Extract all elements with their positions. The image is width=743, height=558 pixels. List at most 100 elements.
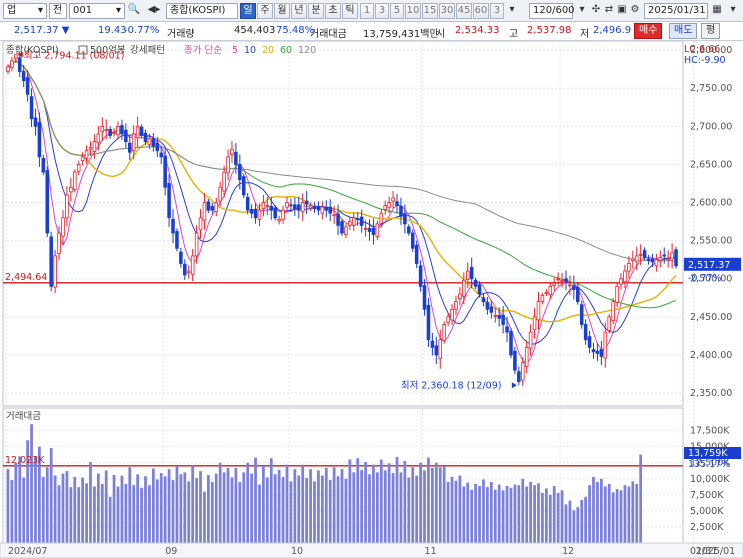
buy-button[interactable]: 매수 xyxy=(634,23,663,39)
interval-3-button[interactable]: 3 xyxy=(375,3,389,19)
candle-body xyxy=(599,349,604,357)
candle-body xyxy=(524,346,529,367)
period-minute-button[interactable]: 분 xyxy=(308,3,324,19)
candle xyxy=(179,247,183,268)
interval-45-button[interactable]: 45 xyxy=(456,3,472,19)
crosshair-icon[interactable]: ✣ xyxy=(591,4,601,15)
candle-body xyxy=(387,202,391,208)
volume-bar xyxy=(486,487,489,543)
volume-bar xyxy=(277,469,281,543)
candle xyxy=(293,197,297,216)
candle xyxy=(489,300,494,319)
volume-bar xyxy=(474,483,477,543)
stock-chart[interactable]: 2,800.00 2,750.00 2,700.00 2,650.00 2,600.00… xyxy=(0,41,743,558)
market-select[interactable]: 전 xyxy=(49,3,67,19)
candle-body xyxy=(202,202,207,221)
candle xyxy=(76,160,81,175)
period-year-button[interactable]: 년 xyxy=(291,3,307,19)
link-icon[interactable]: ⇄ xyxy=(604,4,614,15)
candle xyxy=(84,145,89,164)
candle xyxy=(414,240,419,269)
min-arrow-icon xyxy=(511,382,517,389)
volume-bar xyxy=(34,456,37,543)
prev-next-icon[interactable]: ◀▸ xyxy=(147,4,161,15)
candle xyxy=(316,201,321,216)
period-week-button[interactable]: 주 xyxy=(257,3,273,19)
candle-body xyxy=(528,331,533,349)
interval-5-button[interactable]: 5 xyxy=(390,3,404,19)
candle-body xyxy=(493,314,498,317)
candle xyxy=(155,136,160,158)
down-arrow-icon: ▼ xyxy=(61,25,70,36)
candle-body xyxy=(363,228,368,230)
volume-bar xyxy=(124,483,128,543)
volume-bar xyxy=(214,473,218,543)
volume-bar xyxy=(372,464,375,543)
candle xyxy=(418,260,423,292)
candle xyxy=(206,199,211,213)
period-second-button[interactable]: 초 xyxy=(325,3,341,19)
period-month-button[interactable]: 월 xyxy=(274,3,290,19)
volume-bar xyxy=(564,504,568,543)
interval-1-button[interactable]: 1 xyxy=(360,3,374,19)
candle xyxy=(403,204,407,234)
candle-body xyxy=(666,258,670,261)
sell-button[interactable]: 매도 xyxy=(669,23,698,39)
volume-bar xyxy=(140,487,143,543)
volume-bar xyxy=(541,492,544,543)
date-field[interactable]: 2025/01/31 xyxy=(644,3,708,19)
candle-body xyxy=(446,316,450,323)
eval-button[interactable]: 평 xyxy=(701,23,721,39)
candle-body xyxy=(147,138,152,146)
volume-bar xyxy=(489,482,493,543)
count-field[interactable]: 120/600 xyxy=(529,3,575,19)
interval-60-button[interactable]: 60 xyxy=(473,3,489,19)
dropdown-icon[interactable]: ▾ xyxy=(730,4,736,15)
chevron-down-icon[interactable]: ▾ xyxy=(509,4,515,15)
volume-bar xyxy=(104,470,108,543)
volume-bar xyxy=(375,472,379,543)
candle xyxy=(198,209,203,239)
period-day-button[interactable]: 일 xyxy=(240,3,256,19)
candle xyxy=(359,209,364,233)
volume-bar xyxy=(289,481,293,543)
candle xyxy=(245,193,250,215)
code-input[interactable]: 001 ▾ xyxy=(69,3,125,19)
volume-bar xyxy=(478,485,481,543)
candle-body xyxy=(458,293,462,299)
code-type-value: 업 xyxy=(7,5,17,16)
candle-body xyxy=(120,125,124,135)
interval-custom-button[interactable]: 3 xyxy=(490,3,504,19)
volume-bar xyxy=(246,462,250,543)
period-tick-button[interactable]: 틱 xyxy=(342,3,358,19)
ma-line-10 xyxy=(7,60,677,345)
calendar-icon[interactable]: ▦ xyxy=(712,4,722,15)
volume-bar xyxy=(183,472,187,543)
settings-icon[interactable]: ⚙ xyxy=(630,4,640,15)
volume-bar xyxy=(250,473,253,543)
volume-bar xyxy=(112,474,116,543)
volume-bar xyxy=(344,478,348,543)
candle-body xyxy=(155,142,160,152)
candle xyxy=(465,262,470,289)
volume-bar xyxy=(230,477,234,543)
volume-bar xyxy=(6,469,10,543)
chevron-down-icon[interactable]: ▾ xyxy=(579,4,585,15)
volume-bar xyxy=(383,470,387,543)
interval-10-button[interactable]: 10 xyxy=(405,3,421,19)
search-icon[interactable]: 🔍 xyxy=(127,4,141,15)
interval-15-button[interactable]: 15 xyxy=(422,3,438,19)
candle xyxy=(623,264,627,289)
save-icon[interactable]: ▣ xyxy=(617,4,627,15)
candle-body xyxy=(650,258,655,263)
candle xyxy=(238,154,242,190)
hc-label: HC:-9.90 xyxy=(684,55,726,66)
candle xyxy=(493,308,498,323)
candle-body xyxy=(131,133,136,152)
candle-body xyxy=(348,221,352,226)
code-type-select[interactable]: 업 ▾ xyxy=(3,3,47,19)
candle-body xyxy=(438,339,443,360)
interval-30-button[interactable]: 30 xyxy=(439,3,455,19)
volume-bar xyxy=(93,486,96,543)
candle-body xyxy=(6,66,10,72)
